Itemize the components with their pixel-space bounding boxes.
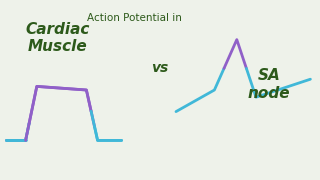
Text: vs: vs xyxy=(151,61,169,75)
Text: Action Potential in: Action Potential in xyxy=(87,13,182,23)
Text: SA
node: SA node xyxy=(247,68,290,101)
Text: Cardiac
Muscle: Cardiac Muscle xyxy=(25,22,90,54)
